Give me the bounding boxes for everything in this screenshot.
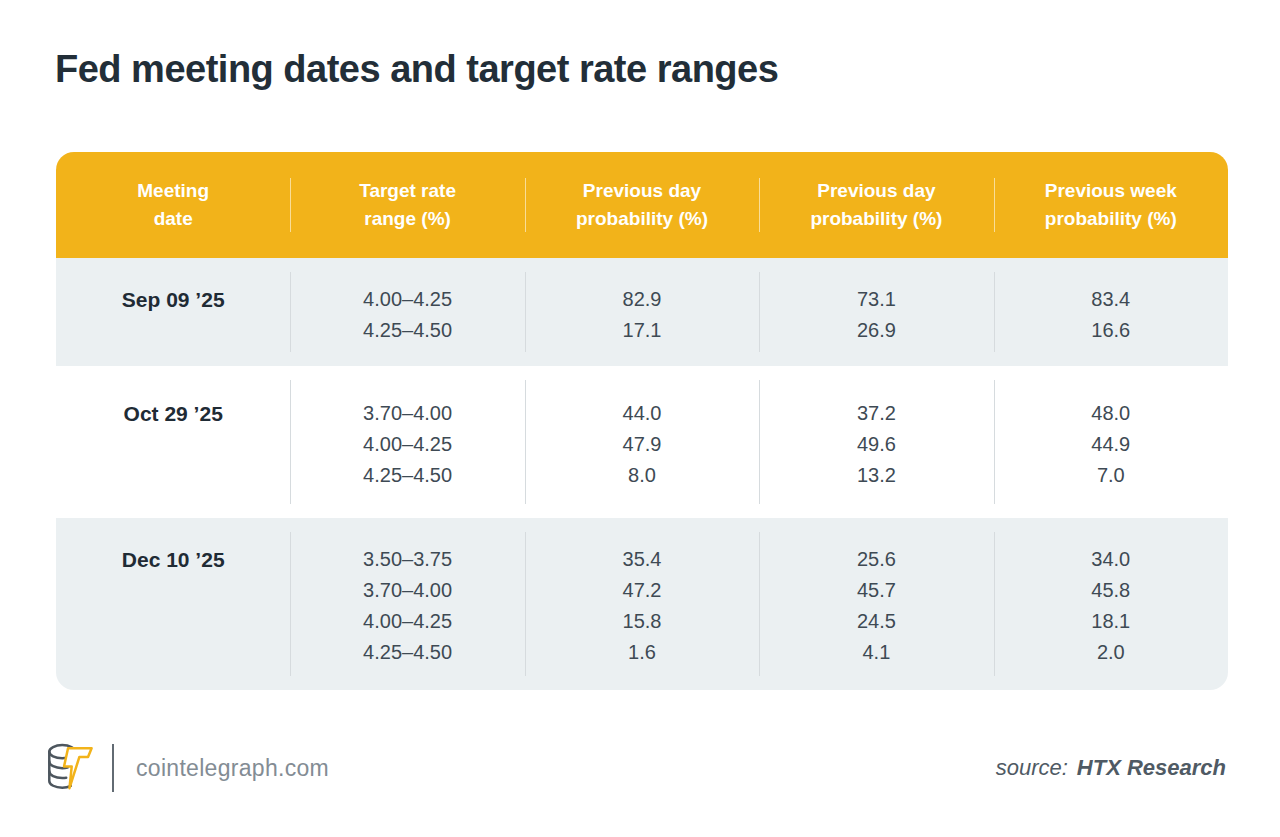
rate-range-value: 3.50–3.75 xyxy=(290,544,524,575)
body-column-divider xyxy=(525,380,526,504)
probability-value: 8.0 xyxy=(525,460,759,491)
column-header-meeting-date: Meeting date xyxy=(56,177,290,233)
source-name: HTX Research xyxy=(1077,755,1226,781)
probability-value: 16.6 xyxy=(994,315,1228,346)
probability-value: 45.8 xyxy=(994,575,1228,606)
body-column-divider xyxy=(994,380,995,504)
previous-week-probability-values: 34.0 45.8 18.1 2.0 xyxy=(994,544,1228,668)
probability-value: 26.9 xyxy=(759,315,993,346)
body-column-divider xyxy=(525,532,526,676)
previous-day-probability-2-values: 25.6 45.7 24.5 4.1 xyxy=(759,544,993,668)
previous-day-probability-2-values: 73.1 26.9 xyxy=(759,284,993,346)
probability-value: 13.2 xyxy=(759,460,993,491)
probability-value: 47.9 xyxy=(525,429,759,460)
probability-value: 44.9 xyxy=(994,429,1228,460)
probability-value: 15.8 xyxy=(525,606,759,637)
probability-value: 37.2 xyxy=(759,398,993,429)
rate-range-value: 3.70–4.00 xyxy=(290,398,524,429)
rate-range-value: 4.25–4.50 xyxy=(290,637,524,668)
column-header-target-rate-range: Target rate range (%) xyxy=(290,177,524,233)
source-label: source: xyxy=(996,755,1068,781)
rate-range-value: 4.25–4.50 xyxy=(290,315,524,346)
rate-range-value: 3.70–4.00 xyxy=(290,575,524,606)
previous-day-probability-1-values: 35.4 47.2 15.8 1.6 xyxy=(525,544,759,668)
probability-value: 83.4 xyxy=(994,284,1228,315)
previous-day-probability-1-values: 44.0 47.9 8.0 xyxy=(525,398,759,491)
rate-range-value: 4.25–4.50 xyxy=(290,460,524,491)
cointelegraph-logo-icon xyxy=(44,741,94,795)
probability-value: 35.4 xyxy=(525,544,759,575)
target-rate-range-values: 4.00–4.25 4.25–4.50 xyxy=(290,284,524,346)
probability-value: 17.1 xyxy=(525,315,759,346)
footer: cointelegraph.com source: HTX Research xyxy=(44,737,1226,799)
probability-value: 82.9 xyxy=(525,284,759,315)
target-rate-range-values: 3.50–3.75 3.70–4.00 4.00–4.25 4.25–4.50 xyxy=(290,544,524,668)
rate-range-value: 4.00–4.25 xyxy=(290,284,524,315)
table-header-row: Meeting date Target rate range (%) Previ… xyxy=(56,152,1228,258)
site-name: cointelegraph.com xyxy=(136,755,329,782)
probability-value: 4.1 xyxy=(759,637,993,668)
infographic-page: Fed meeting dates and target rate ranges… xyxy=(0,0,1280,837)
table-section-oct-29: Oct 29 ’25 3.70–4.00 4.00–4.25 4.25–4.50… xyxy=(56,366,1228,518)
body-column-divider xyxy=(525,272,526,352)
table-section-dec-10: Dec 10 ’25 3.50–3.75 3.70–4.00 4.00–4.25… xyxy=(56,518,1228,690)
body-column-divider xyxy=(290,272,291,352)
meeting-date: Oct 29 ’25 xyxy=(56,398,290,491)
probability-value: 45.7 xyxy=(759,575,993,606)
footer-divider xyxy=(112,744,114,792)
previous-week-probability-values: 48.0 44.9 7.0 xyxy=(994,398,1228,491)
fed-rates-table: Meeting date Target rate range (%) Previ… xyxy=(56,152,1228,690)
header-column-divider xyxy=(759,178,760,232)
header-column-divider xyxy=(525,178,526,232)
body-column-divider xyxy=(994,532,995,676)
previous-day-probability-2-values: 37.2 49.6 13.2 xyxy=(759,398,993,491)
probability-value: 25.6 xyxy=(759,544,993,575)
column-header-previous-day-probability-1: Previous day probability (%) xyxy=(525,177,759,233)
probability-value: 2.0 xyxy=(994,637,1228,668)
probability-value: 1.6 xyxy=(525,637,759,668)
probability-value: 73.1 xyxy=(759,284,993,315)
body-column-divider xyxy=(759,272,760,352)
probability-value: 24.5 xyxy=(759,606,993,637)
source-attribution: source: HTX Research xyxy=(996,755,1226,781)
probability-value: 34.0 xyxy=(994,544,1228,575)
body-column-divider xyxy=(759,532,760,676)
meeting-date: Sep 09 ’25 xyxy=(56,284,290,346)
column-header-previous-week-probability: Previous week probability (%) xyxy=(994,177,1228,233)
table-section-sep-09: Sep 09 ’25 4.00–4.25 4.25–4.50 82.9 17.1… xyxy=(56,258,1228,366)
body-column-divider xyxy=(290,532,291,676)
rate-range-value: 4.00–4.25 xyxy=(290,429,524,460)
body-column-divider xyxy=(994,272,995,352)
probability-value: 44.0 xyxy=(525,398,759,429)
column-header-previous-day-probability-2: Previous day probability (%) xyxy=(759,177,993,233)
probability-value: 7.0 xyxy=(994,460,1228,491)
header-column-divider xyxy=(994,178,995,232)
rate-range-value: 4.00–4.25 xyxy=(290,606,524,637)
probability-value: 18.1 xyxy=(994,606,1228,637)
previous-week-probability-values: 83.4 16.6 xyxy=(994,284,1228,346)
probability-value: 48.0 xyxy=(994,398,1228,429)
page-title: Fed meeting dates and target rate ranges xyxy=(55,48,778,91)
previous-day-probability-1-values: 82.9 17.1 xyxy=(525,284,759,346)
body-column-divider xyxy=(290,380,291,504)
body-column-divider xyxy=(759,380,760,504)
header-column-divider xyxy=(290,178,291,232)
meeting-date: Dec 10 ’25 xyxy=(56,544,290,668)
probability-value: 47.2 xyxy=(525,575,759,606)
target-rate-range-values: 3.70–4.00 4.00–4.25 4.25–4.50 xyxy=(290,398,524,491)
probability-value: 49.6 xyxy=(759,429,993,460)
